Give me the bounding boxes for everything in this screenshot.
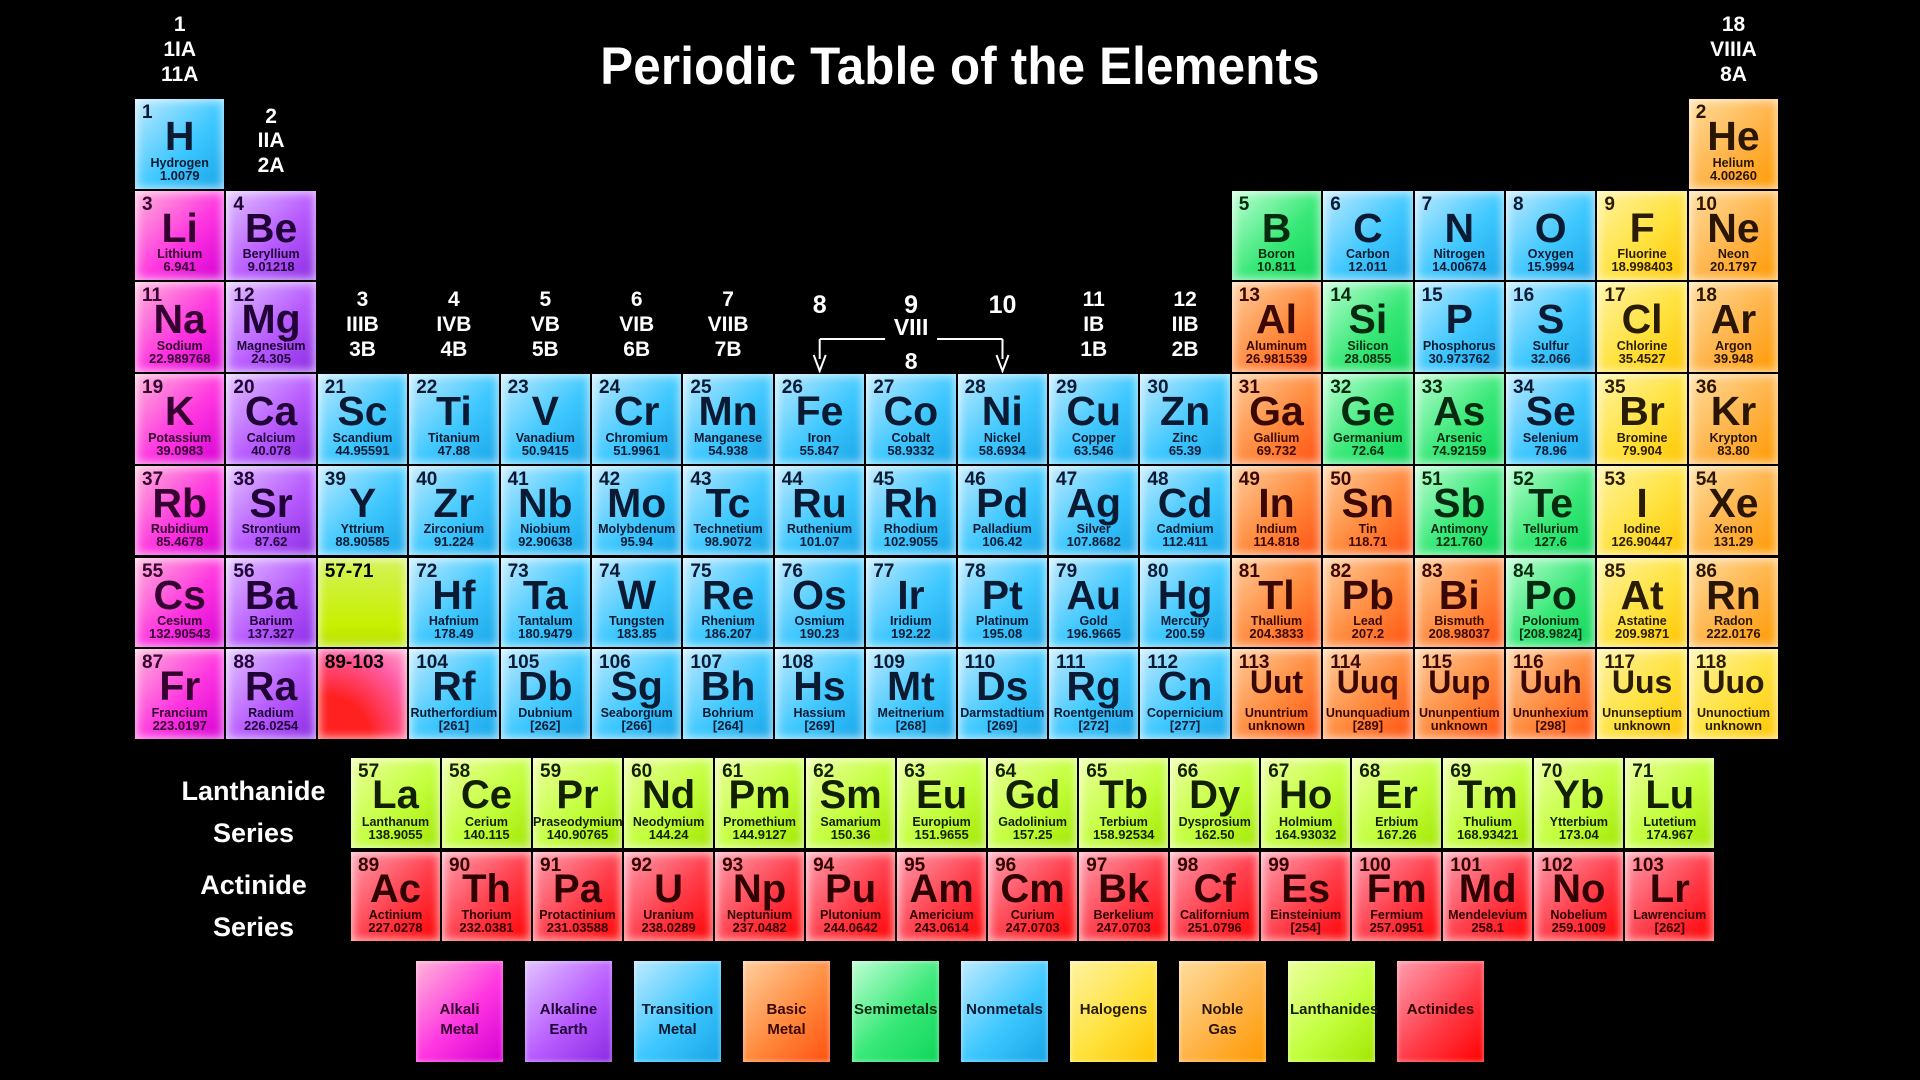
svg-text:8: 8	[904, 348, 917, 373]
svg-text:10: 10	[988, 293, 1016, 319]
svg-text:VIII: VIII	[894, 314, 929, 340]
svg-text:8: 8	[813, 293, 827, 319]
